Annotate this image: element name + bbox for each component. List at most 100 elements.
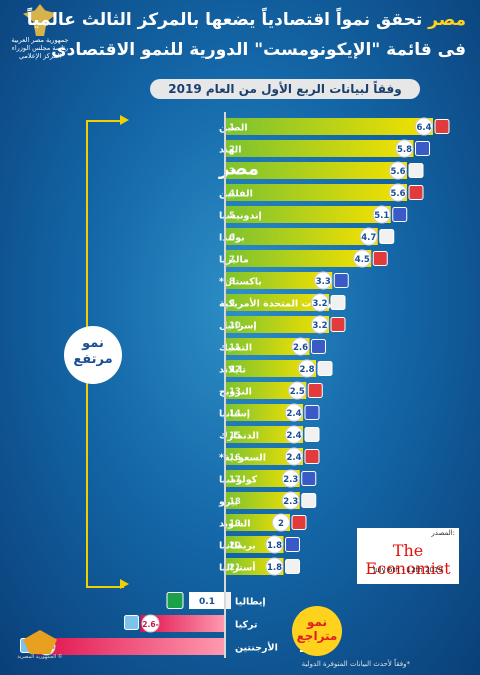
bar-12 — [225, 360, 316, 377]
rank-label: 21 — [229, 563, 241, 573]
country-label: السعودية* — [219, 453, 266, 464]
country-label: الصين — [219, 123, 248, 134]
country-label: ماليزيا — [219, 255, 249, 266]
rank-label: 16 — [229, 453, 241, 463]
flag-cube-icon — [285, 559, 300, 574]
bar-5 — [225, 206, 391, 223]
country-label: باكستان* — [219, 277, 262, 288]
flag-cube-icon — [311, 339, 326, 354]
bar-2 — [225, 140, 414, 157]
flag-cube-icon — [434, 119, 450, 134]
flag-cube-icon — [301, 493, 317, 508]
rank-label: 14 — [229, 409, 241, 419]
rank-label: 8 — [229, 277, 235, 287]
rank-label: 6 — [229, 233, 235, 243]
country-label: السويد — [219, 519, 251, 530]
bar-17 — [225, 470, 300, 487]
cabinet-logo: جمهورية مصر العربية رئاسة مجلس الوزراء ا… — [8, 4, 72, 72]
page-title-line2: فى قائمة "الإيكونومست" الدورية للنمو الا… — [51, 40, 466, 60]
flag-cube-icon — [408, 163, 424, 178]
value-bubble — [311, 315, 329, 334]
bar-10 — [225, 316, 329, 333]
value-label: 3.2 — [312, 321, 327, 331]
bar-23 — [140, 615, 225, 632]
value-bubble — [353, 249, 372, 268]
rank-label: 9 — [229, 299, 235, 309]
bar-3 — [225, 162, 407, 179]
value-label: 1.8 — [267, 563, 282, 573]
bar-8 — [225, 272, 333, 289]
country-label: الدنمارك — [219, 431, 259, 442]
value-label: 5.6 — [390, 167, 405, 177]
declining-growth-word1: نمو — [306, 615, 328, 629]
country-label: تايلاند — [219, 365, 246, 376]
value-label: 4.5 — [355, 255, 370, 265]
rank-label: 7 — [229, 255, 235, 265]
bar-9 — [225, 294, 329, 311]
rank-label: 19 — [229, 519, 241, 529]
bar-13 — [225, 382, 307, 399]
flag-cube-icon — [166, 592, 184, 609]
value-bubble — [395, 139, 414, 158]
value-bubble — [359, 227, 378, 246]
flag-cube-icon — [330, 295, 346, 310]
bar-15 — [225, 426, 303, 443]
flag-cube-icon — [285, 537, 300, 552]
high-growth-label: نمو مرتفع — [64, 326, 122, 384]
country-label: بيرو — [218, 497, 238, 508]
value-bubble — [285, 425, 303, 444]
flag-cube-icon — [408, 185, 424, 200]
rank-label: 10 — [229, 321, 241, 331]
value-box — [189, 592, 225, 609]
country-label: الأرجنتين — [235, 642, 278, 654]
rank-label: 1 — [229, 123, 235, 133]
rank-label: 13 — [229, 387, 241, 397]
country-label: الولايات المتحدة الأمريكية — [219, 298, 338, 310]
value-label: 6.4 — [416, 123, 431, 133]
value-label: 5.1 — [374, 211, 389, 221]
bar-24 — [36, 638, 225, 655]
flag-cube-icon — [330, 317, 346, 332]
bar-7 — [225, 250, 372, 267]
country-label: تركيا — [235, 620, 257, 631]
bar-22 — [225, 592, 231, 609]
value-bubble — [291, 337, 310, 356]
value-label: 5.6 — [390, 189, 405, 199]
value-label: 5.8 — [397, 145, 412, 155]
arrow-top-icon — [120, 115, 129, 125]
value-label: 0.1 — [199, 597, 215, 607]
source-date: July 6th - 12th 2019 — [373, 566, 443, 574]
flag-cube-icon — [291, 515, 307, 530]
value-label: 2.3 — [283, 497, 298, 507]
flag-cube-icon — [317, 361, 333, 376]
bar-18 — [225, 492, 300, 509]
value-bubble — [314, 271, 333, 290]
flag-cube-icon — [392, 207, 408, 222]
flag-cube-icon — [304, 449, 320, 464]
value-bubble — [272, 513, 290, 532]
source-label: المصدر: — [431, 529, 455, 537]
value-label: 2.8 — [299, 365, 314, 375]
watermark-text: الجمهورية المصرية © — [17, 654, 63, 660]
value-bubble — [298, 359, 316, 378]
zero-axis — [224, 112, 226, 658]
value-label: 2.4 — [286, 409, 301, 419]
value-label: 4.7 — [361, 233, 376, 243]
country-label: النرويج — [219, 387, 252, 398]
bar-11 — [225, 338, 310, 355]
bar-14 — [225, 404, 303, 421]
value-label: 2.4 — [286, 453, 301, 463]
header: جمهورية مصر العربية رئاسة مجلس الوزراء ا… — [0, 0, 480, 100]
rank-label: 2 — [229, 145, 235, 155]
declining-growth-word2: متراجع — [296, 629, 338, 643]
flag-cube-icon — [301, 471, 317, 486]
country-label: بولندا — [219, 233, 245, 244]
page-title: مصر تحقق نمواً اقتصادياً يضعها بالمركز ا… — [27, 10, 466, 30]
flag-cube-icon — [372, 251, 388, 266]
flag-cube-icon — [333, 273, 349, 288]
value-bubble — [265, 535, 284, 554]
value-bubble — [281, 491, 300, 510]
flag-cube-icon — [304, 405, 320, 420]
value-label: 3.2 — [312, 299, 327, 309]
